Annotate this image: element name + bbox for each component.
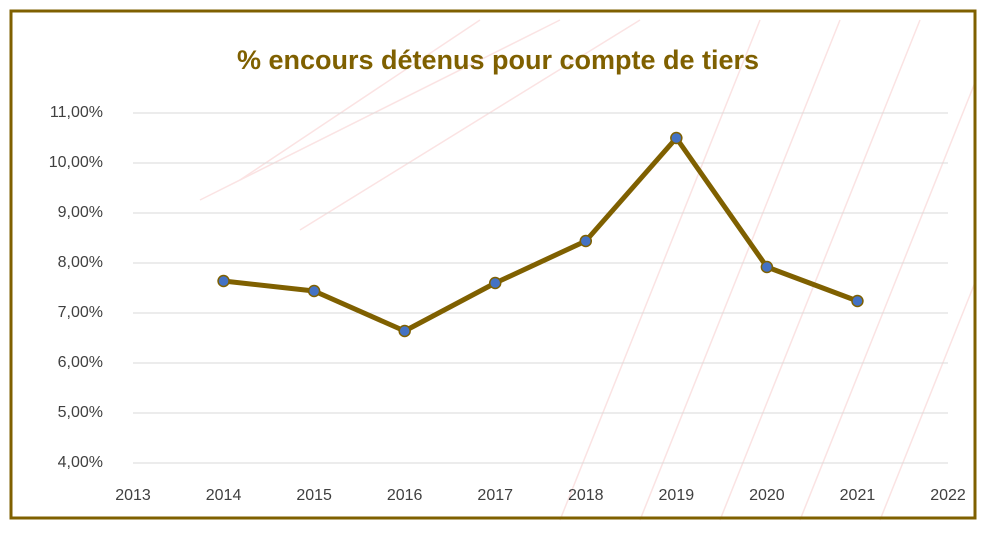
y-tick-label: 8,00% xyxy=(58,254,103,271)
point xyxy=(488,276,502,290)
x-tick-label: 2018 xyxy=(568,487,604,504)
point xyxy=(760,260,774,274)
point xyxy=(398,324,411,338)
y-tick-label: 11,00% xyxy=(50,104,103,121)
y-tick-label: 7,00% xyxy=(58,304,103,321)
y-tick-label: 4,00% xyxy=(58,454,103,471)
point xyxy=(579,234,593,248)
x-tick-label: 2021 xyxy=(840,487,876,504)
point xyxy=(670,131,683,145)
y-tick-label: 10,00% xyxy=(49,154,103,171)
chart-title: % encours détenus pour compte de tiers xyxy=(237,45,759,75)
x-tick-label: 2022 xyxy=(930,487,966,504)
point xyxy=(217,274,230,288)
x-tick-label: 2017 xyxy=(477,487,513,504)
y-tick-label: 6,00% xyxy=(58,354,103,371)
x-tick-label: 2020 xyxy=(749,487,785,504)
x-tick-label: 2019 xyxy=(659,487,695,504)
y-tick-label: 5,00% xyxy=(58,404,103,421)
chart-border xyxy=(9,9,977,520)
x-tick-label: 2016 xyxy=(387,487,423,504)
x-tick-label: 2015 xyxy=(296,487,332,504)
y-tick-label: 9,00% xyxy=(58,204,103,221)
line-series xyxy=(223,135,859,334)
point xyxy=(851,294,864,308)
x-tick-label: 2014 xyxy=(206,487,242,504)
point xyxy=(307,284,321,298)
x-tick-label: 2013 xyxy=(115,487,151,504)
background-stripes xyxy=(199,19,977,521)
